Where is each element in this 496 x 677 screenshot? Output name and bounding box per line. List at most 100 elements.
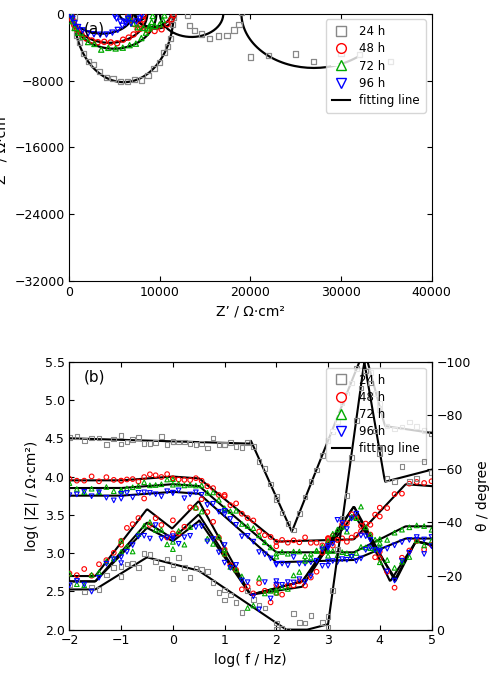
Point (267, 531, 275, 542)
Point (119, 20, 126, 31)
Point (65, 568, 73, 579)
Point (142, 27, 150, 38)
Point (169, 473, 177, 484)
Point (232, 505, 240, 516)
Point (272, 575, 280, 586)
Point (333, 515, 341, 525)
Point (295, 537, 303, 548)
Point (80, 587, 88, 598)
Point (123, 483, 131, 494)
Point (175, 538, 183, 549)
Point (284, 577, 292, 588)
Point (221, 439, 229, 450)
Point (65, 433, 73, 443)
Point (186, 475, 194, 485)
Point (348, 511, 356, 522)
Point (186, 502, 194, 512)
Point (272, 491, 280, 502)
Point (255, 573, 263, 584)
Point (215, 588, 223, 598)
Point (428, 476, 435, 487)
Point (238, 571, 246, 582)
Point (169, 473, 177, 484)
Point (343, 490, 351, 501)
Point (123, 541, 131, 552)
Point (362, 518, 370, 529)
Point (333, 550, 341, 561)
Point (152, 479, 160, 490)
Point (226, 500, 234, 510)
Point (203, 443, 211, 454)
Point (215, 547, 223, 558)
Point (324, 435, 332, 446)
Point (383, 554, 391, 565)
Point (420, 456, 428, 467)
Point (318, 617, 326, 628)
Point (117, 536, 125, 546)
Point (128, 540, 136, 550)
Point (198, 480, 206, 491)
Point (420, 477, 428, 488)
Point (123, 523, 131, 533)
Point (295, 546, 303, 557)
Point (128, 558, 136, 569)
Point (371, 534, 379, 545)
Point (244, 512, 251, 523)
Point (290, 525, 298, 536)
Point (371, 425, 379, 436)
Point (146, 469, 154, 480)
Point (405, 548, 413, 559)
Point (376, 538, 384, 548)
Point (338, 521, 346, 532)
Point (134, 432, 142, 443)
Point (134, 562, 142, 573)
Point (209, 487, 217, 498)
Point (376, 552, 384, 563)
Point (348, 378, 356, 389)
Point (146, 517, 154, 527)
Point (284, 584, 292, 594)
Point (324, 535, 332, 546)
Point (272, 494, 280, 505)
Point (186, 522, 194, 533)
Point (284, 580, 292, 591)
Point (169, 533, 177, 544)
Point (117, 536, 125, 546)
Point (113, 13, 121, 24)
Point (355, 49, 363, 60)
Point (226, 560, 234, 571)
Point (338, 397, 346, 408)
Point (130, 74, 138, 85)
Point (186, 438, 194, 449)
Point (324, 611, 332, 621)
Point (376, 511, 384, 522)
Point (278, 508, 286, 519)
Point (376, 546, 384, 557)
Point (209, 533, 217, 544)
Point (126, 15, 134, 26)
Point (272, 559, 280, 570)
Point (128, 492, 136, 503)
Point (77, 28, 85, 39)
Point (186, 572, 194, 583)
Point (312, 638, 320, 649)
Point (76, 37, 84, 48)
Point (152, 520, 160, 531)
Point (134, 487, 142, 498)
Point (428, 531, 435, 542)
Point (102, 559, 110, 569)
Point (318, 544, 326, 555)
Point (307, 571, 315, 582)
Point (95, 433, 103, 443)
Point (371, 552, 379, 563)
Point (146, 480, 154, 491)
Point (261, 537, 269, 548)
Point (307, 557, 315, 568)
Point (249, 591, 257, 602)
Point (102, 554, 110, 565)
Point (333, 524, 341, 535)
Point (128, 474, 136, 485)
Point (367, 534, 374, 545)
Point (100, 37, 108, 47)
Point (203, 536, 211, 547)
